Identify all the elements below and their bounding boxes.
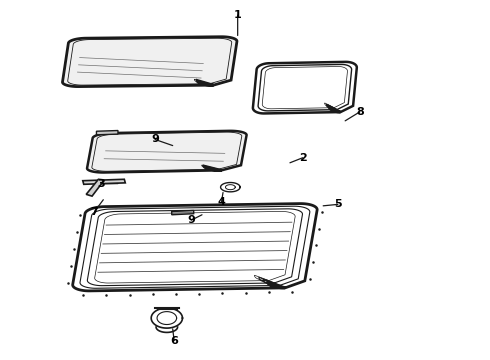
Text: 9: 9 [151, 135, 159, 144]
PathPatch shape [86, 179, 104, 196]
Text: 6: 6 [170, 336, 178, 346]
PathPatch shape [83, 179, 125, 184]
Text: 4: 4 [218, 197, 225, 207]
Text: 1: 1 [234, 10, 242, 20]
Text: 7: 7 [91, 207, 98, 217]
PathPatch shape [87, 131, 246, 172]
PathPatch shape [172, 211, 194, 215]
Text: 9: 9 [187, 215, 195, 225]
Text: 8: 8 [356, 107, 364, 117]
PathPatch shape [97, 131, 118, 135]
Text: 3: 3 [97, 179, 105, 189]
Text: 2: 2 [299, 153, 307, 163]
Text: 5: 5 [334, 199, 342, 210]
PathPatch shape [63, 37, 237, 87]
